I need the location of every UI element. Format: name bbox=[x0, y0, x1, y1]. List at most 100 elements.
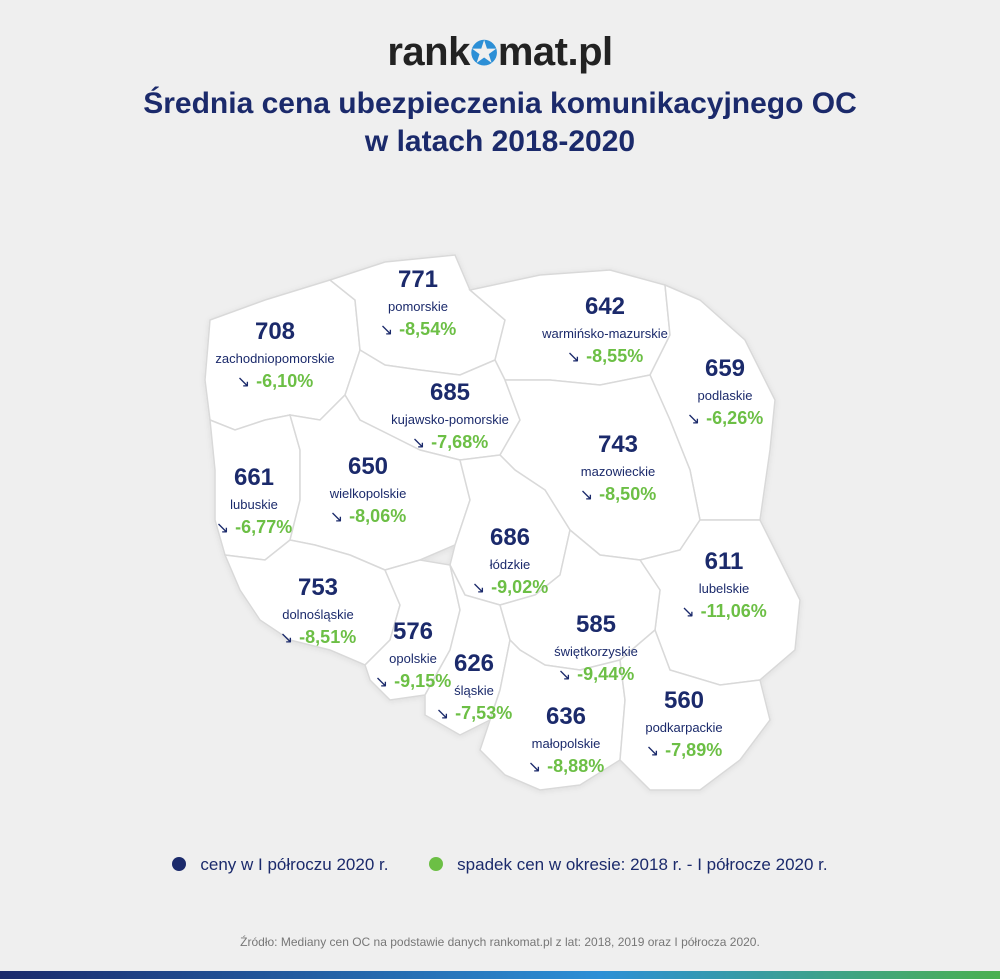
region-change-value: -8,54% bbox=[399, 319, 457, 339]
region-change: ↘ -8,54% bbox=[380, 318, 456, 342]
logo: rank✪mat.pl bbox=[0, 30, 1000, 75]
region-slaskie: 626 śląskie ↘ -7,53% bbox=[436, 650, 512, 726]
region-name: wielkopolskie bbox=[329, 486, 407, 501]
region-name: łódzkie bbox=[489, 557, 531, 572]
region-zachodniopomorskie: 708 zachodniopomorskie ↘ -6,10% bbox=[215, 318, 334, 394]
arrow-down-right-icon: ↘ bbox=[686, 411, 701, 428]
region-shape-malopolskie bbox=[479, 638, 626, 791]
region-shape-opolskie bbox=[364, 559, 461, 701]
region-change: ↘ -8,88% bbox=[528, 755, 604, 779]
region-name: podlaskie bbox=[697, 388, 753, 403]
region-change: ↘ -8,55% bbox=[542, 345, 668, 369]
region-price: 686 bbox=[489, 524, 531, 551]
arrow-down-right-icon: ↘ bbox=[279, 630, 294, 647]
region-change: ↘ -6,10% bbox=[215, 370, 334, 394]
arrow-down-right-icon: ↘ bbox=[329, 509, 344, 526]
region-change: ↘ -7,68% bbox=[391, 431, 509, 455]
region-mazowieckie: 743 mazowieckie ↘ -8,50% bbox=[580, 431, 656, 507]
region-name: małopolskie bbox=[531, 736, 601, 751]
region-change-value: -8,88% bbox=[547, 756, 605, 776]
region-name: dolnośląskie bbox=[282, 607, 354, 622]
logo-text-rank: rank bbox=[387, 30, 470, 74]
region-lubelskie: 611 lubelskie ↘ -11,06% bbox=[681, 548, 766, 624]
region-name: mazowieckie bbox=[580, 464, 656, 479]
star-icon: ✪ bbox=[469, 35, 499, 73]
region-price: 771 bbox=[397, 266, 439, 293]
dot-icon-navy bbox=[172, 857, 187, 871]
legend-item-decline: spadek cen w okresie: 2018 r. - I półroc… bbox=[429, 855, 828, 875]
arrow-down-right-icon: ↘ bbox=[379, 322, 394, 339]
arrow-down-right-icon: ↘ bbox=[215, 520, 230, 537]
region-change-value: -7,68% bbox=[431, 432, 489, 452]
legend-label-decline: spadek cen w okresie: 2018 r. - I półroc… bbox=[457, 855, 828, 874]
region-name: zachodniopomorskie bbox=[215, 351, 335, 366]
arrow-down-right-icon: ↘ bbox=[645, 743, 660, 760]
region-shape-podkarpackie bbox=[619, 628, 771, 791]
region-change: ↘ -6,77% bbox=[216, 516, 292, 540]
region-price: 560 bbox=[663, 687, 705, 714]
region-change: ↘ -7,89% bbox=[645, 739, 722, 763]
region-change: ↘ -8,50% bbox=[580, 483, 656, 507]
region-name: warmińsko-mazurskie bbox=[542, 326, 668, 341]
region-podlaskie: 659 podlaskie ↘ -6,26% bbox=[687, 355, 763, 431]
region-change: ↘ -11,06% bbox=[681, 600, 766, 624]
bottom-gradient-bar bbox=[0, 971, 1000, 979]
region-name: podkarpackie bbox=[645, 720, 723, 735]
region-kujawsko-pomorskie: 685 kujawsko-pomorskie ↘ -7,68% bbox=[391, 379, 509, 455]
arrow-down-right-icon: ↘ bbox=[236, 374, 251, 391]
region-dolnoslaskie: 753 dolnośląskie ↘ -8,51% bbox=[280, 574, 356, 650]
region-price: 661 bbox=[233, 464, 275, 491]
region-price: 743 bbox=[597, 431, 639, 458]
legend-item-prices: ceny w I półroczu 2020 r. bbox=[172, 855, 388, 875]
region-change-value: -8,51% bbox=[299, 627, 357, 647]
title-line-1: Średnia cena ubezpieczenia komunikacyjne… bbox=[143, 87, 857, 120]
region-price: 585 bbox=[575, 611, 617, 638]
region-shape-slaskie bbox=[424, 564, 511, 736]
page-title: Średnia cena ubezpieczenia komunikacyjne… bbox=[0, 85, 1000, 161]
dot-icon-green bbox=[429, 857, 444, 871]
region-change-value: -8,50% bbox=[599, 484, 657, 504]
arrow-down-right-icon: ↘ bbox=[579, 487, 594, 504]
region-wielkopolskie: 650 wielkopolskie ↘ -8,06% bbox=[330, 453, 407, 529]
region-lubuskie: 661 lubuskie ↘ -6,77% bbox=[216, 464, 292, 540]
region-name: kujawsko-pomorskie bbox=[391, 412, 509, 427]
region-opolskie: 576 opolskie ↘ -9,15% bbox=[375, 618, 451, 694]
region-price: 685 bbox=[429, 379, 471, 406]
region-change-value: -6,10% bbox=[256, 371, 314, 391]
region-change-value: -11,06% bbox=[700, 601, 767, 621]
region-name: pomorskie bbox=[388, 299, 448, 314]
arrow-down-right-icon: ↘ bbox=[557, 667, 572, 684]
region-change: ↘ -8,51% bbox=[280, 626, 356, 650]
region-name: świętkorzyskie bbox=[554, 644, 638, 659]
arrow-down-right-icon: ↘ bbox=[566, 349, 581, 366]
region-change-value: -6,77% bbox=[235, 517, 293, 537]
region-change-value: -9,15% bbox=[394, 671, 452, 691]
region-podkarpackie: 560 podkarpackie ↘ -7,89% bbox=[645, 687, 722, 763]
region-change-value: -6,26% bbox=[706, 408, 764, 428]
legend-label-prices: ceny w I półroczu 2020 r. bbox=[200, 855, 389, 874]
region-change: ↘ -9,15% bbox=[375, 670, 451, 694]
arrow-down-right-icon: ↘ bbox=[527, 759, 542, 776]
region-price: 659 bbox=[704, 355, 746, 382]
region-price: 576 bbox=[392, 618, 434, 645]
arrow-down-right-icon: ↘ bbox=[471, 580, 486, 597]
source-note: Źródło: Mediany cen OC na podstawie dany… bbox=[240, 935, 760, 949]
region-change-value: -7,53% bbox=[455, 703, 513, 723]
region-malopolskie: 636 małopolskie ↘ -8,88% bbox=[528, 703, 604, 779]
region-change: ↘ -9,44% bbox=[554, 663, 638, 687]
title-line-2: w latach 2018-2020 bbox=[364, 125, 636, 158]
region-name: opolskie bbox=[389, 651, 437, 666]
region-price: 753 bbox=[297, 574, 339, 601]
region-price: 611 bbox=[704, 548, 744, 575]
region-swietokrzyskie: 585 świętkorzyskie ↘ -9,44% bbox=[554, 611, 638, 687]
region-change: ↘ -7,53% bbox=[436, 702, 512, 726]
region-change-value: -8,06% bbox=[349, 506, 407, 526]
region-change: ↘ -6,26% bbox=[687, 407, 763, 431]
region-pomorskie: 771 pomorskie ↘ -8,54% bbox=[380, 266, 456, 342]
region-price: 636 bbox=[545, 703, 587, 730]
region-change: ↘ -9,02% bbox=[472, 576, 548, 600]
region-name: lubuskie bbox=[230, 497, 278, 512]
arrow-down-right-icon: ↘ bbox=[681, 604, 695, 621]
arrow-down-right-icon: ↘ bbox=[411, 435, 426, 452]
